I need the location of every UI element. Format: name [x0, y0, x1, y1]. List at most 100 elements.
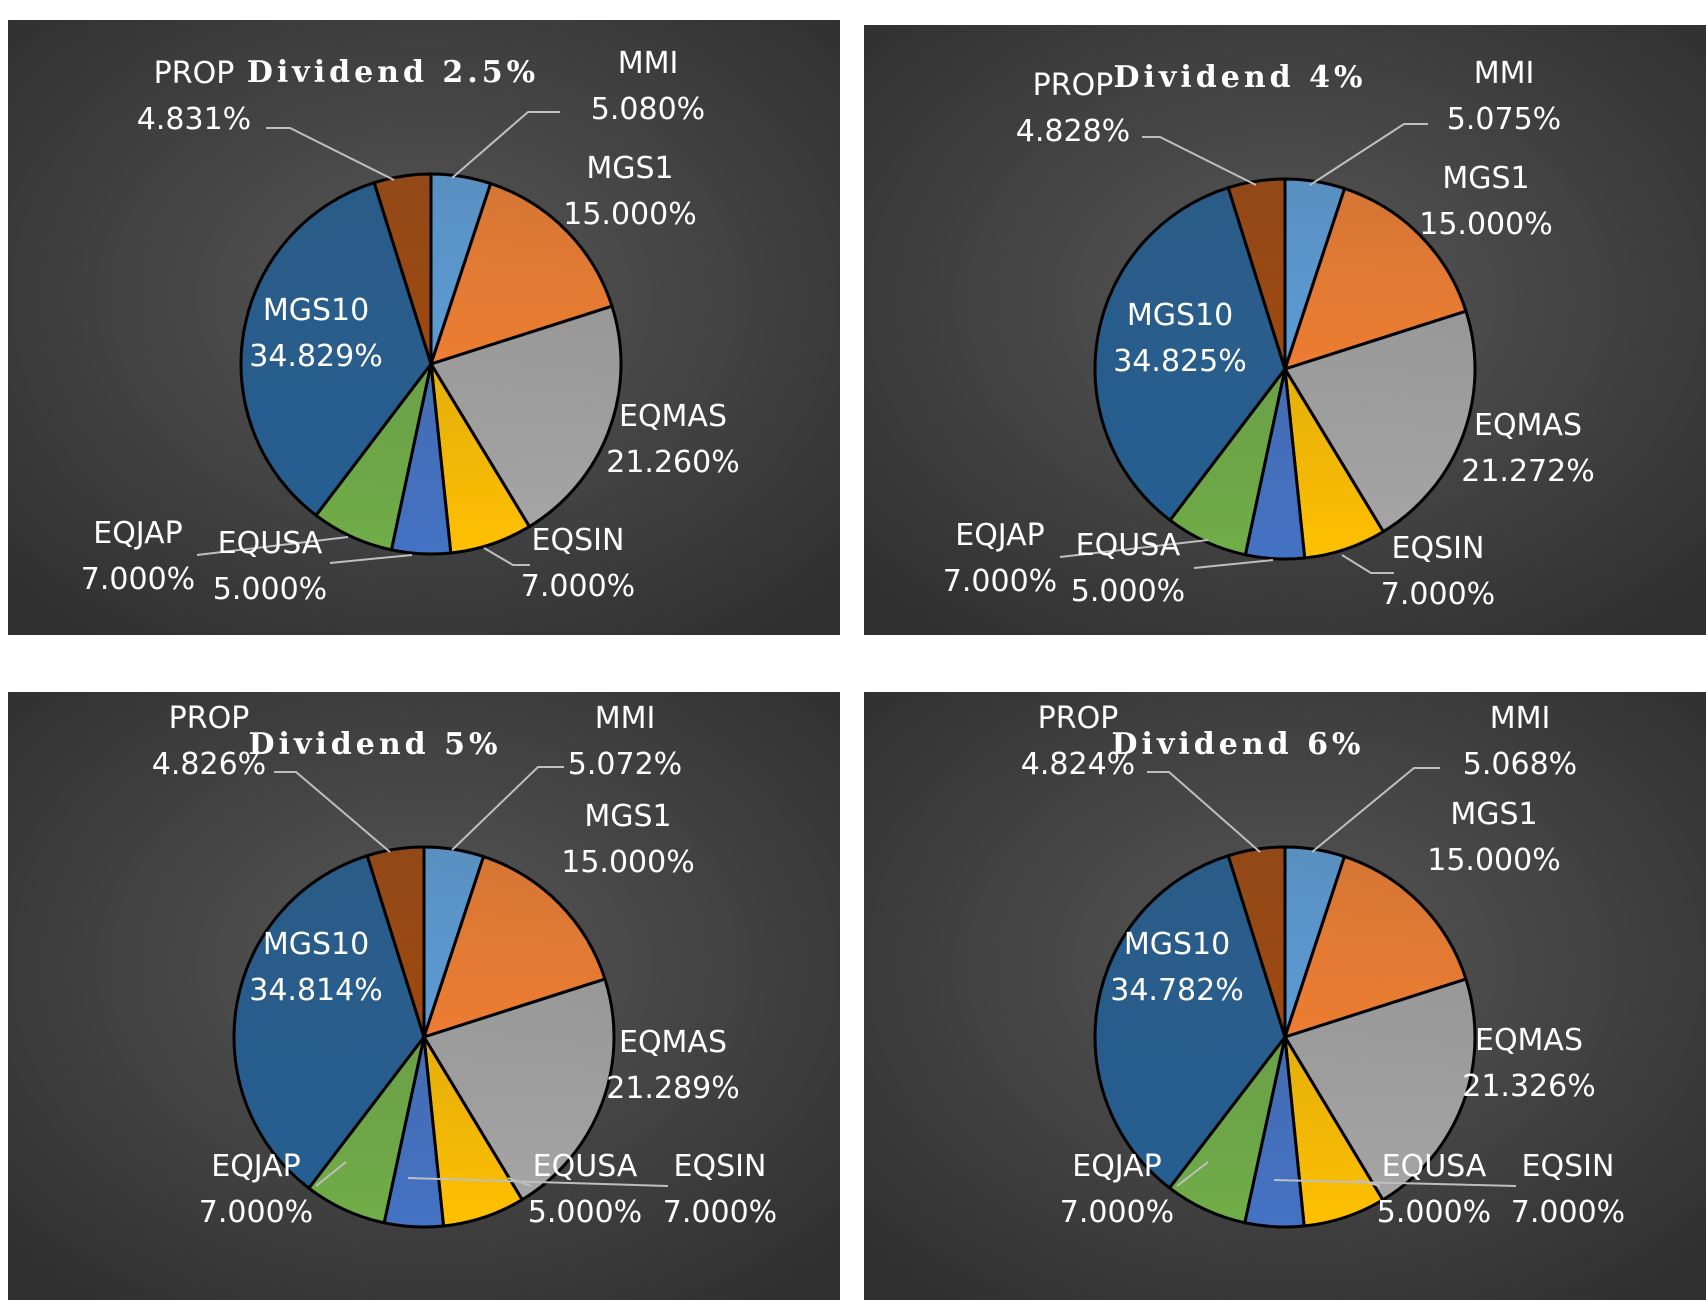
- data-label-mgs10: MGS10 34.814%: [249, 927, 382, 1008]
- data-label-mmi: MMI 5.072%: [568, 701, 682, 782]
- label-name-mgs10: MGS10: [263, 293, 369, 328]
- label-name-prop: PROP: [1033, 68, 1114, 103]
- data-label-mgs10: MGS10 34.825%: [1113, 298, 1246, 379]
- data-label-equsa: EQUSA 5.000%: [1071, 528, 1185, 609]
- chart-title: Dividend 2.5%: [247, 55, 539, 90]
- data-label-mmi: MMI 5.075%: [1447, 56, 1561, 137]
- pie-slice-mgs10: [1093, 854, 1287, 1190]
- leader-line-eqjap: [1059, 539, 1209, 558]
- leader-line-eqsin: [407, 1177, 669, 1187]
- label-value-equsa: 5.000%: [1071, 574, 1185, 609]
- label-name-mgs10: MGS10: [1124, 927, 1230, 962]
- label-value-prop: 4.828%: [1016, 114, 1130, 149]
- label-value-mgs10: 34.829%: [249, 339, 382, 374]
- data-label-mmi: MMI 5.068%: [1463, 701, 1577, 782]
- label-name-mgs1: MGS1: [586, 151, 673, 186]
- leader-line-eqsin: [1273, 1179, 1517, 1187]
- label-name-mmi: MMI: [595, 701, 656, 736]
- label-name-eqjap: EQJAP: [955, 518, 1045, 553]
- pie-slice-mgs1: [1283, 187, 1468, 371]
- pie-slice-prop: [1226, 177, 1287, 371]
- chart-title: Dividend 5%: [249, 727, 502, 762]
- leader-line-prop: [1142, 136, 1257, 186]
- data-label-eqsin: EQSIN 7.000%: [663, 1149, 777, 1230]
- pie-chart-svg: Dividend 4% MMI 5.075% MGS1 15.000% EQMAS 21.2…: [864, 25, 1706, 635]
- label-value-mgs10: 34.825%: [1113, 344, 1246, 379]
- data-label-equsa: EQUSA 5.000%: [213, 526, 327, 607]
- label-name-eqjap: EQJAP: [211, 1149, 301, 1184]
- chart-title: Dividend 6%: [1112, 727, 1365, 762]
- label-value-mmi: 5.080%: [591, 92, 705, 127]
- pie-chart-svg: Dividend 6% MMI 5.068% MGS1 15.000% EQMAS 21.3…: [864, 692, 1706, 1300]
- pie-chart-svg: Dividend 5% MMI 5.072% MGS1 15.000% EQMAS 21.2…: [8, 692, 840, 1300]
- label-name-eqsin: EQSIN: [1392, 531, 1485, 566]
- data-label-mgs10: MGS10 34.829%: [249, 293, 382, 374]
- label-name-equsa: EQUSA: [533, 1149, 638, 1184]
- label-value-eqjap: 7.000%: [199, 1195, 313, 1230]
- label-name-mgs1: MGS1: [584, 799, 671, 834]
- data-label-eqsin: EQSIN 7.000%: [521, 523, 635, 604]
- label-value-eqsin: 7.000%: [521, 569, 635, 604]
- label-value-equsa: 5.000%: [1377, 1195, 1491, 1230]
- label-name-eqmas: EQMAS: [619, 399, 727, 434]
- label-value-eqmas: 21.260%: [606, 445, 739, 480]
- data-label-prop: PROP 4.831%: [137, 56, 251, 137]
- pie-slices: [1093, 177, 1477, 561]
- data-label-eqmas: EQMAS 21.326%: [1462, 1023, 1595, 1104]
- label-value-mmi: 5.072%: [568, 747, 682, 782]
- label-value-eqsin: 7.000%: [1381, 577, 1495, 612]
- pie-slice-prop: [365, 845, 426, 1039]
- label-name-eqsin: EQSIN: [1522, 1149, 1615, 1184]
- pie-slice-prop: [372, 172, 433, 366]
- leader-line-equsa: [1193, 559, 1274, 569]
- data-label-prop: PROP 4.824%: [1021, 701, 1135, 782]
- label-value-equsa: 5.000%: [528, 1195, 642, 1230]
- data-label-mgs10: MGS10 34.782%: [1110, 927, 1243, 1008]
- label-name-mgs1: MGS1: [1450, 797, 1537, 832]
- pie-slice-eqmas: [422, 977, 616, 1202]
- leader-line-mmi: [451, 766, 564, 851]
- pie-slices: [239, 172, 623, 556]
- data-label-eqjap: EQJAP 7.000%: [1060, 1149, 1174, 1230]
- label-name-prop: PROP: [169, 701, 250, 736]
- label-value-eqmas: 21.272%: [1461, 454, 1594, 489]
- data-label-mgs1: MGS1 15.000%: [1419, 161, 1552, 242]
- label-value-mgs1: 15.000%: [1427, 843, 1560, 878]
- label-value-eqmas: 21.326%: [1462, 1069, 1595, 1104]
- data-label-prop: PROP 4.826%: [152, 701, 266, 782]
- label-name-equsa: EQUSA: [1076, 528, 1181, 563]
- leader-line-prop: [1147, 771, 1261, 853]
- label-name-eqjap: EQJAP: [93, 516, 183, 551]
- pie-chart-panel: Dividend 5% MMI 5.072% MGS1 15.000% EQMAS 21.2…: [8, 692, 840, 1300]
- leader-line-prop: [274, 771, 391, 853]
- leader-line-eqjap: [196, 536, 349, 556]
- data-label-mgs1: MGS1 15.000%: [1427, 797, 1560, 878]
- label-value-prop: 4.831%: [137, 102, 251, 137]
- label-value-eqsin: 7.000%: [1511, 1195, 1625, 1230]
- pie-slice-eqmas: [429, 304, 623, 529]
- data-label-mmi: MMI 5.080%: [591, 46, 705, 127]
- label-name-prop: PROP: [154, 56, 235, 91]
- leader-line-eqjap: [315, 1161, 347, 1187]
- data-label-eqmas: EQMAS 21.272%: [1461, 408, 1594, 489]
- pie-slice-mgs1: [422, 855, 607, 1039]
- data-label-eqjap: EQJAP 7.000%: [199, 1149, 313, 1230]
- chart-title: Dividend 4%: [1114, 60, 1367, 95]
- label-value-mgs1: 15.000%: [561, 845, 694, 880]
- label-value-mgs10: 34.814%: [249, 973, 382, 1008]
- label-name-equsa: EQUSA: [218, 526, 323, 561]
- data-label-equsa: EQUSA 5.000%: [1377, 1149, 1491, 1230]
- label-name-eqmas: EQMAS: [1475, 1023, 1583, 1058]
- data-label-eqmas: EQMAS 21.260%: [606, 399, 739, 480]
- data-label-eqsin: EQSIN 7.000%: [1511, 1149, 1625, 1230]
- label-value-eqmas: 21.289%: [606, 1071, 739, 1106]
- label-value-equsa: 5.000%: [213, 572, 327, 607]
- label-value-mmi: 5.075%: [1447, 102, 1561, 137]
- leader-line-prop: [266, 127, 395, 181]
- pie-chart-panel: Dividend 6% MMI 5.068% MGS1 15.000% EQMAS 21.3…: [864, 692, 1706, 1300]
- label-name-eqsin: EQSIN: [674, 1149, 767, 1184]
- data-label-eqsin: EQSIN 7.000%: [1381, 531, 1495, 612]
- label-value-eqsin: 7.000%: [663, 1195, 777, 1230]
- label-value-mgs1: 15.000%: [563, 197, 696, 232]
- leader-line-equsa: [507, 1177, 532, 1187]
